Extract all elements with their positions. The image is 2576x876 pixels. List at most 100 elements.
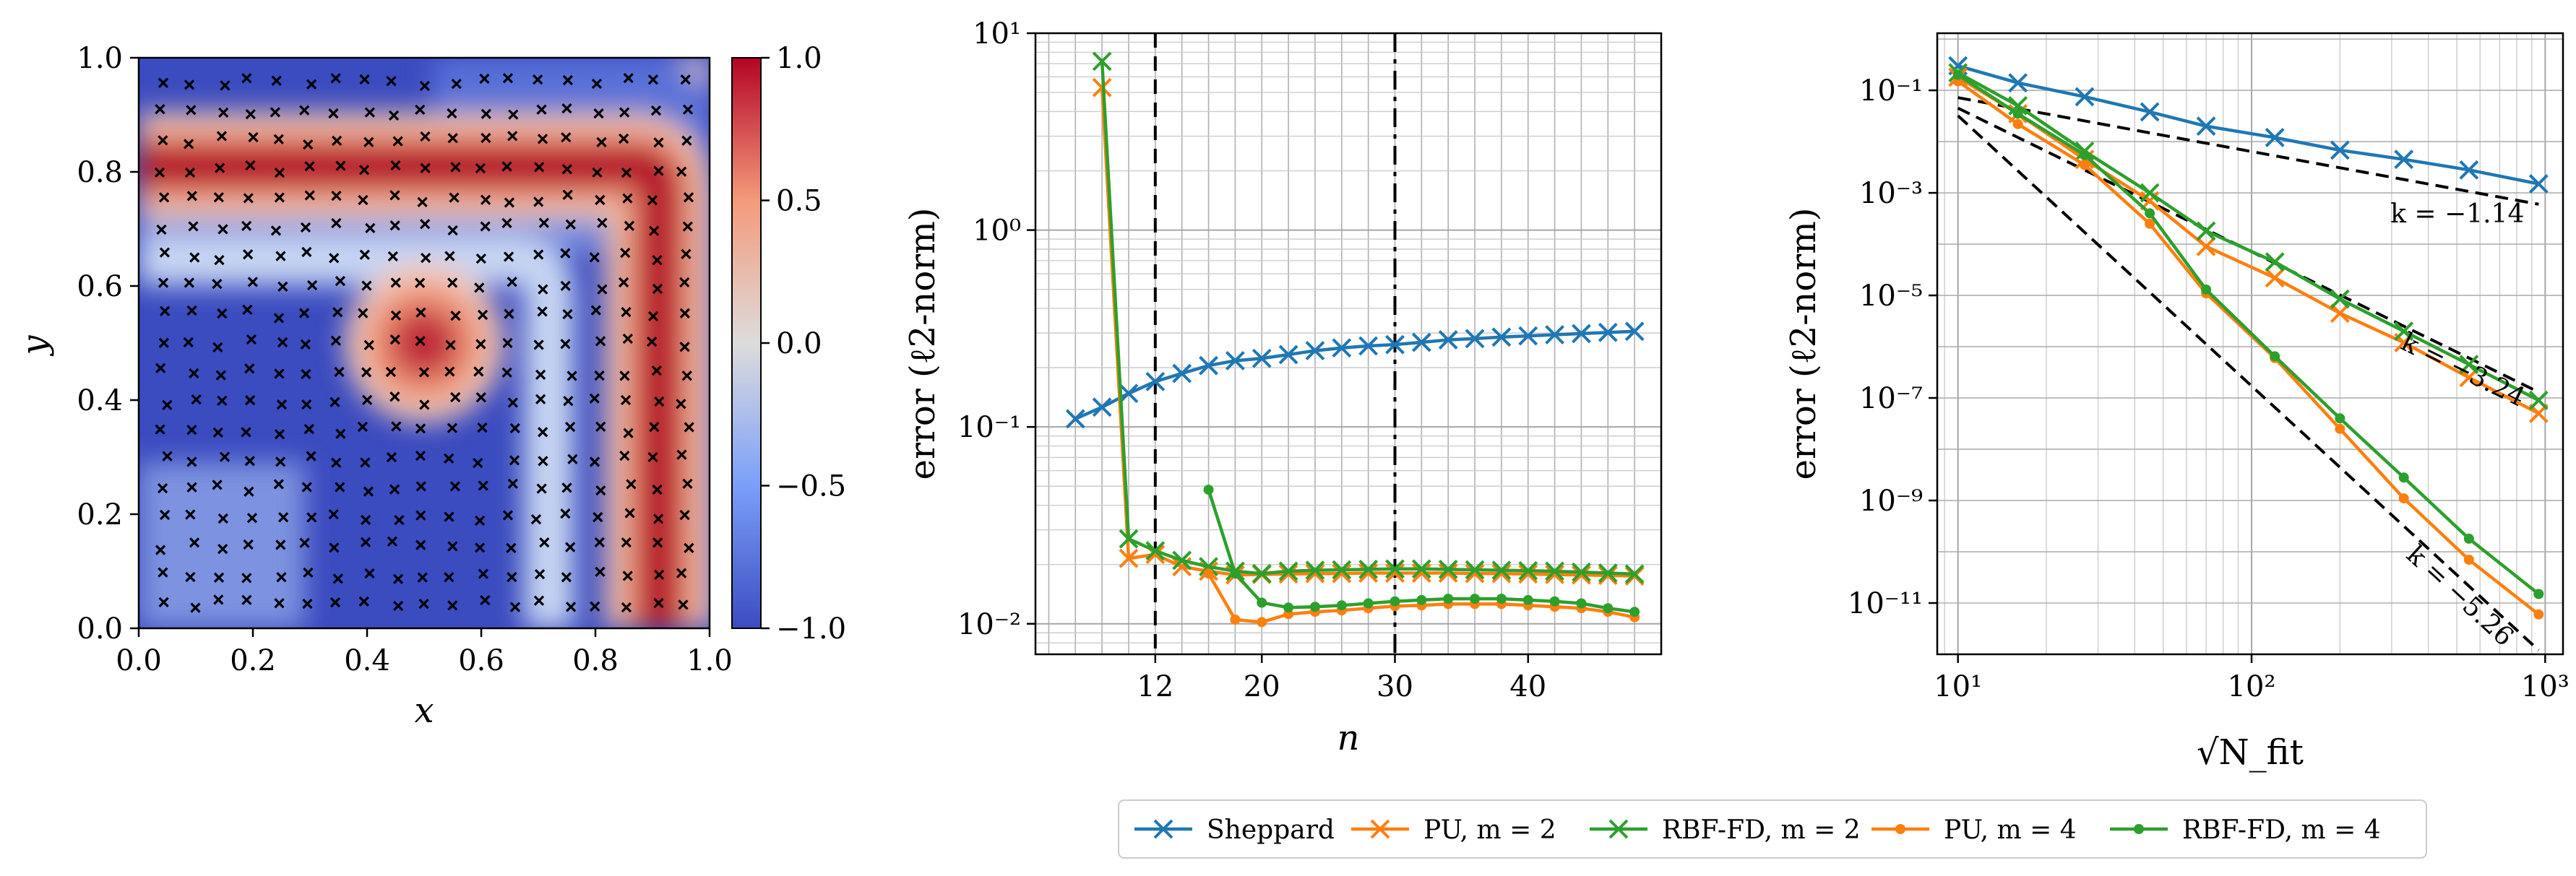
fit-point-marker xyxy=(619,107,630,118)
fit-point-marker xyxy=(415,307,426,318)
convergence-data-point xyxy=(2330,289,2350,309)
convergence-data-point xyxy=(2265,128,2285,147)
convergence-data-point xyxy=(2140,102,2160,122)
fit-point-marker xyxy=(480,221,491,232)
fit-point-marker xyxy=(450,391,461,403)
fit-point-marker xyxy=(652,484,663,495)
fit-point-marker xyxy=(183,139,194,149)
fit-point-marker xyxy=(306,451,316,461)
convergence-ytick-label: 10⁻⁷ xyxy=(1859,382,1923,415)
fit-point-marker xyxy=(475,162,486,174)
fit-point-marker xyxy=(335,482,345,493)
fit-point-marker xyxy=(387,251,398,262)
fit-point-marker xyxy=(593,511,603,523)
fit-point-marker xyxy=(682,478,693,489)
convergence-xtick-label: 10³ xyxy=(2521,670,2569,703)
fit-point-marker xyxy=(385,366,397,378)
fit-point-marker xyxy=(298,308,310,318)
convergence-slope-label: k = −1.14 xyxy=(2390,199,2524,229)
convergence-series-line xyxy=(1957,79,2540,616)
fit-point-marker xyxy=(363,486,374,497)
fit-point-marker xyxy=(654,396,665,407)
fit-point-marker xyxy=(447,541,458,552)
fit-point-marker xyxy=(329,542,340,553)
fit-point-marker xyxy=(565,602,577,612)
fit-point-marker xyxy=(184,167,196,178)
fit-point-marker xyxy=(475,253,486,264)
error-vs-n-data-point xyxy=(1358,336,1379,356)
fit-point-marker xyxy=(508,109,519,120)
fit-point-marker xyxy=(647,451,658,463)
fit-point-marker xyxy=(158,192,170,203)
legend-label: PU, m = 2 xyxy=(1423,815,1556,845)
error-vs-n-data-point xyxy=(1119,383,1139,404)
fit-point-marker xyxy=(277,337,288,348)
fit-point-marker xyxy=(621,168,632,178)
fit-point-marker xyxy=(535,394,546,404)
error-vs-n-data-point xyxy=(1518,564,1538,584)
legend-label: RBF-FD, m = 4 xyxy=(2182,815,2381,845)
fit-point-marker xyxy=(473,458,483,469)
fit-point-marker xyxy=(681,248,692,259)
fit-point-marker xyxy=(537,306,548,317)
fit-point-marker xyxy=(274,192,285,203)
fit-point-marker xyxy=(300,222,311,233)
heatmap-xlabel: x xyxy=(414,690,434,731)
fit-point-marker xyxy=(363,136,374,147)
fit-point-marker xyxy=(624,508,635,519)
error-vs-n-data-point xyxy=(1491,563,1512,584)
fit-point-marker xyxy=(241,220,252,231)
fit-point-marker xyxy=(595,566,606,577)
convergence-data-point xyxy=(2265,268,2285,288)
error-vs-n-data-point xyxy=(1443,594,1454,604)
error-vs-n-ytick-label: 10⁻¹ xyxy=(957,411,1021,444)
fit-point-marker xyxy=(156,224,167,235)
error-vs-n-data-point xyxy=(1332,338,1352,358)
convergence-xtick-label: 10² xyxy=(2228,670,2276,703)
fit-point-marker xyxy=(564,421,576,433)
fit-point-marker xyxy=(589,252,600,263)
convergence-data-point xyxy=(2079,149,2090,160)
error-vs-n-data-point xyxy=(1230,614,1241,625)
fit-point-marker xyxy=(158,277,169,288)
fit-point-marker xyxy=(191,394,202,405)
heatmap-ylabel: y xyxy=(14,335,55,357)
fit-point-marker xyxy=(676,166,687,177)
fit-point-marker xyxy=(651,365,662,376)
fit-point-marker xyxy=(332,307,343,318)
fit-point-marker xyxy=(388,110,400,121)
fit-point-marker xyxy=(334,366,345,378)
fit-point-marker xyxy=(303,423,314,435)
fit-point-marker xyxy=(647,74,658,85)
colorbar-tick-label: 0.5 xyxy=(776,185,822,218)
error-vs-n-panel: 12 20 30 40 10⁻² 10⁻¹ 10⁰ 10¹ n error (ℓ2-norm) xyxy=(903,17,1663,758)
fit-point-marker xyxy=(502,510,514,521)
fit-point-marker xyxy=(277,281,288,292)
fit-point-marker xyxy=(445,339,456,350)
colorbar xyxy=(731,57,762,629)
fit-point-marker xyxy=(676,399,686,409)
fit-point-marker xyxy=(270,225,282,236)
fit-point-marker xyxy=(477,422,488,433)
fit-point-marker xyxy=(301,399,312,410)
convergence-data-point xyxy=(2394,321,2414,342)
fit-point-marker xyxy=(474,282,485,293)
legend-label: Sheppard xyxy=(1207,815,1335,845)
convergence-ticks: 10¹ 10² 10³ 10⁻¹ 10⁻³ 10⁻⁵ 10⁻⁷ 10⁻⁹ 10⁻¹¹ xyxy=(1848,74,2569,703)
fit-point-marker xyxy=(273,313,285,324)
fit-point-marker xyxy=(274,168,285,178)
convergence-reference-line xyxy=(1957,114,2540,651)
fit-point-marker xyxy=(329,253,340,264)
fit-point-marker xyxy=(335,160,346,171)
error-vs-n-data-point xyxy=(1518,326,1538,346)
fit-point-marker xyxy=(538,456,548,467)
error-vs-n-data-point xyxy=(1172,363,1192,383)
fit-point-marker xyxy=(443,453,455,464)
error-vs-n-data-point xyxy=(1145,371,1166,391)
fit-point-marker xyxy=(653,569,665,581)
fit-point-marker xyxy=(503,251,514,262)
fit-point-marker xyxy=(626,479,637,490)
fit-point-marker xyxy=(533,595,545,606)
fit-point-marker xyxy=(184,79,195,90)
convergence-data-point xyxy=(2145,218,2155,229)
